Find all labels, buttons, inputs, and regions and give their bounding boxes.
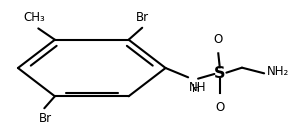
Text: Br: Br — [39, 112, 52, 125]
Text: Br: Br — [136, 11, 149, 24]
Text: O: O — [214, 33, 223, 46]
Text: NH₂: NH₂ — [267, 66, 289, 78]
Text: NH: NH — [189, 81, 206, 94]
Text: H: H — [192, 84, 200, 94]
Text: CH₃: CH₃ — [24, 11, 46, 24]
Text: O: O — [215, 101, 224, 114]
Text: S: S — [214, 66, 226, 81]
